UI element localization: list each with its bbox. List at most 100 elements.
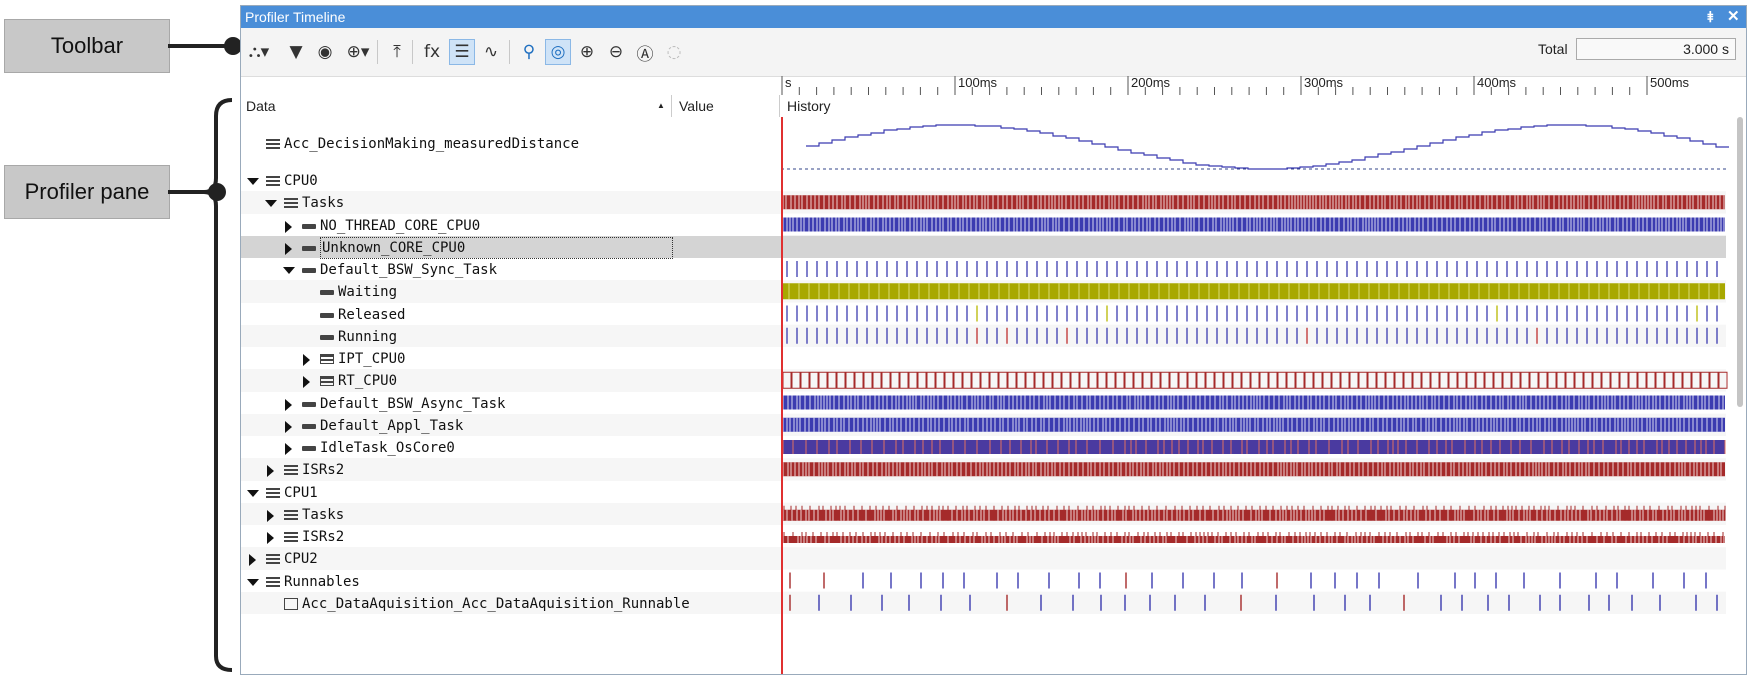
rt-box xyxy=(1043,371,1053,389)
close-icon[interactable]: ✕ xyxy=(1727,8,1740,25)
rt-box xyxy=(1682,371,1692,389)
zoom-out-icon[interactable]: ⊖ xyxy=(608,42,624,62)
expand-arrow-icon[interactable] xyxy=(285,242,292,255)
signal-icon[interactable]: ∿ xyxy=(483,42,499,62)
rt-box xyxy=(1016,371,1026,389)
tree-row-idletask-oscore0[interactable]: IdleTask_OsCore0 xyxy=(241,436,781,458)
history-track-11 xyxy=(782,395,1725,410)
expand-arrow-icon[interactable] xyxy=(249,554,256,567)
tree-row-cpu1[interactable]: CPU1 xyxy=(241,481,781,503)
rt-box xyxy=(1088,371,1098,389)
tree-row-running[interactable]: Running xyxy=(241,324,781,347)
toolbar-leader-dot xyxy=(224,37,242,55)
tree-row-no-thread-core-cpu0[interactable]: NO_THREAD_CORE_CPU0 xyxy=(241,214,781,236)
tree-row-acc-dataaquisition-acc-dataaquisition-runnable[interactable]: Acc_DataAquisition_Acc_DataAquisition_Ru… xyxy=(241,591,781,614)
toolbar-separator xyxy=(412,40,413,64)
rt-box xyxy=(1268,371,1278,389)
branch-dropdown-icon[interactable]: ⛬▾ xyxy=(248,42,270,62)
expand-arrow-icon[interactable] xyxy=(303,376,310,389)
distance-wave xyxy=(806,124,1729,170)
filter-icon[interactable]: ▼ xyxy=(289,42,303,62)
tree-row-ipt-cpu0[interactable]: IPT_CPU0 xyxy=(241,347,781,369)
history-chart[interactable] xyxy=(781,117,1736,674)
rt-box xyxy=(1538,371,1548,389)
tree-row-released[interactable]: Released xyxy=(241,303,781,325)
collapse-arrow-icon[interactable] xyxy=(247,178,259,185)
add-marker-icon[interactable]: ⊕▾ xyxy=(346,42,370,62)
column-divider[interactable] xyxy=(671,95,672,117)
column-header-value[interactable]: Value xyxy=(679,98,714,114)
track-stripe xyxy=(781,547,1726,570)
collapse-arrow-icon[interactable] xyxy=(247,578,259,586)
rt-box xyxy=(872,371,882,389)
tree-row-rt-cpu0[interactable]: RT_CPU0 xyxy=(241,369,781,392)
rt-box xyxy=(863,371,873,389)
stack-icon xyxy=(284,509,298,520)
tree-row-cpu0[interactable]: CPU0 xyxy=(241,169,781,191)
expand-arrow-icon[interactable] xyxy=(285,420,292,433)
window-titlebar: Profiler Timeline ⯒ ✕ xyxy=(241,6,1746,28)
tree-row-unknown-core-cpu0[interactable]: Unknown_CORE_CPU0 xyxy=(241,235,781,259)
expand-arrow-icon[interactable] xyxy=(267,532,274,544)
search-icon[interactable]: ⚲ xyxy=(522,42,536,62)
collapse-arrow-icon[interactable] xyxy=(283,267,295,274)
tree-row-label: Default_BSW_Sync_Task xyxy=(320,262,498,278)
rt-box xyxy=(791,371,801,389)
sort-ascending-icon[interactable]: ▲ xyxy=(657,101,665,110)
column-header-data[interactable]: Data xyxy=(246,98,276,114)
history-track-4 xyxy=(781,235,1726,258)
zoom-disabled-icon[interactable]: ◌ xyxy=(666,42,682,62)
rt-box xyxy=(1529,371,1539,389)
stack-icon xyxy=(266,487,280,498)
dense-fill xyxy=(782,395,1725,410)
expand-arrow-icon[interactable] xyxy=(285,443,292,455)
collapse-arrow-icon[interactable] xyxy=(265,200,277,208)
tree-row-cpu2[interactable]: CPU2 xyxy=(241,547,781,570)
tree-row-runnables[interactable]: Runnables xyxy=(241,570,781,592)
history-track-13 xyxy=(782,440,1726,454)
focus-icon[interactable]: ◎ xyxy=(545,39,571,65)
tree-row-isrs2[interactable]: ISRs2 xyxy=(241,458,781,481)
hide-eye-icon[interactable]: ◉ xyxy=(317,42,333,62)
signal-bar-icon xyxy=(302,446,316,451)
tree-row-tasks[interactable]: Tasks xyxy=(241,191,781,214)
total-value-field[interactable]: 3.000 s xyxy=(1576,38,1736,60)
tree-row-default-appl-task[interactable]: Default_Appl_Task xyxy=(241,413,781,436)
tree-row-label: Acc_DataAquisition_Acc_DataAquisition_Ru… xyxy=(302,595,690,612)
list-view-icon[interactable]: ☰ xyxy=(449,39,475,65)
tree-row-label: Unknown_CORE_CPU0 xyxy=(320,236,673,259)
rt-box xyxy=(800,371,810,389)
formula-icon[interactable]: fx xyxy=(423,42,441,62)
tree-row-label: CPU1 xyxy=(284,484,318,501)
pin-icon[interactable]: ⯒ xyxy=(1707,9,1714,26)
collapse-arrow-icon[interactable] xyxy=(247,489,259,497)
tree-row-tasks[interactable]: Tasks xyxy=(241,502,781,525)
dense-fill xyxy=(782,217,1725,232)
expand-arrow-icon[interactable] xyxy=(285,398,292,411)
stack-icon xyxy=(266,554,280,565)
expand-arrow-icon[interactable] xyxy=(267,465,274,478)
tree-row-waiting[interactable]: Waiting xyxy=(241,280,781,303)
ruler-label: 200ms xyxy=(1131,76,1171,90)
expand-arrow-icon[interactable] xyxy=(285,220,292,233)
expand-arrow-icon[interactable] xyxy=(303,354,310,366)
tree-row-label: ISRs2 xyxy=(302,529,345,545)
rt-box xyxy=(1556,371,1566,389)
rt-box xyxy=(1403,371,1413,389)
rt-box xyxy=(1691,371,1701,389)
zoom-in-icon[interactable]: ⊕ xyxy=(579,42,595,62)
tree-row-acc-decisionmaking-measureddistance[interactable]: Acc_DecisionMaking_measuredDistance xyxy=(241,117,781,169)
expand-arrow-icon[interactable] xyxy=(267,509,274,522)
tree-row-default-bsw-async-task[interactable]: Default_BSW_Async_Task xyxy=(241,392,781,414)
column-header-history[interactable]: History xyxy=(787,98,831,114)
tree-row-label: Tasks xyxy=(302,195,345,212)
signal-bar-icon xyxy=(302,223,316,229)
track-stripe xyxy=(781,324,1726,347)
vertical-scrollbar-thumb[interactable] xyxy=(1737,117,1743,407)
zoom-auto-icon[interactable]: Ⓐ xyxy=(636,44,654,65)
column-divider[interactable] xyxy=(779,95,780,117)
dense-fill xyxy=(782,195,1725,210)
tree-row-isrs2[interactable]: ISRs2 xyxy=(241,525,781,547)
tree-row-default-bsw-sync-task[interactable]: Default_BSW_Sync_Task xyxy=(241,258,781,280)
export-icon[interactable]: ⤒ xyxy=(393,42,401,62)
